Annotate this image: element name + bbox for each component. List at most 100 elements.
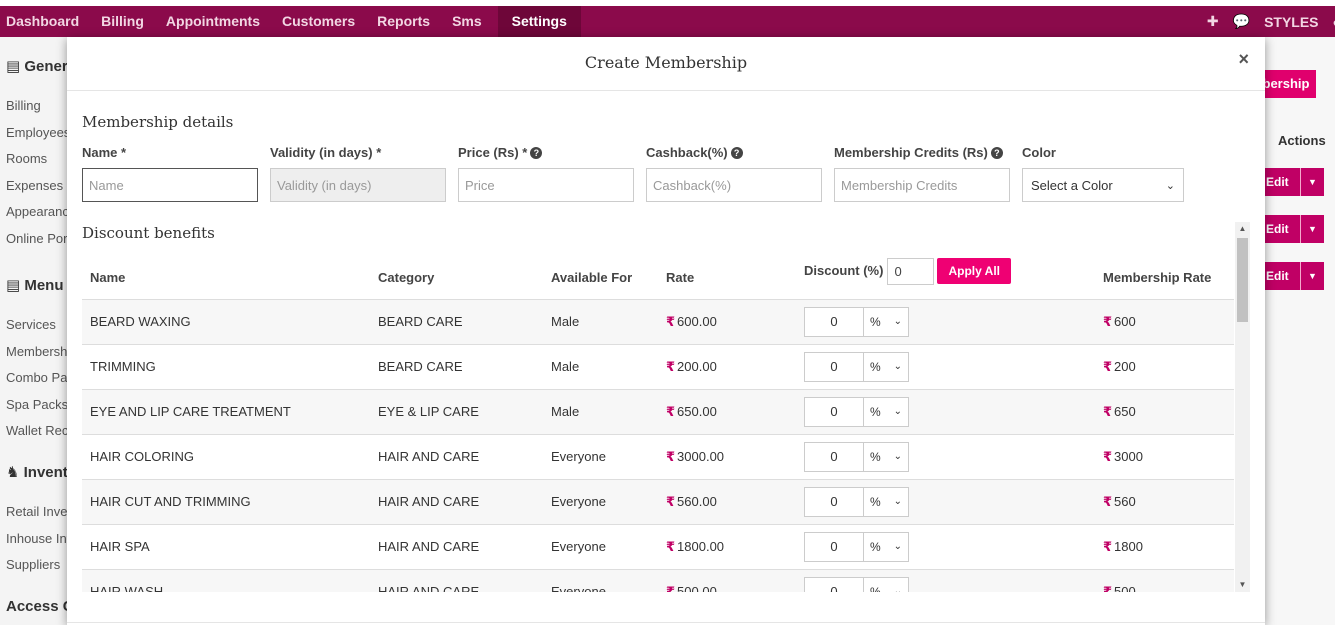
rupee-icon: ₹ <box>666 358 676 374</box>
box-icon: ♞ <box>6 464 24 481</box>
styles-link[interactable]: STYLES <box>1264 13 1319 30</box>
plus-icon[interactable]: ✚ <box>1206 13 1219 29</box>
cashback-input[interactable] <box>646 168 822 202</box>
service-discount: 0% ⌄ <box>796 434 1095 480</box>
edit-button[interactable]: Edit ▼ <box>1258 168 1324 196</box>
modal-header: Create Membership × <box>67 37 1265 91</box>
edit-button[interactable]: Edit ▼ <box>1258 215 1324 243</box>
service-discount: 0% ⌄ <box>796 479 1095 525</box>
table-scrollbar[interactable]: ▲ ▼ <box>1235 222 1250 592</box>
discount-input[interactable]: 0 <box>804 441 864 472</box>
apply-all-button[interactable]: Apply All <box>937 258 1012 284</box>
service-membership-rate: ₹1800 <box>1095 524 1234 570</box>
discount-unit-select[interactable]: % ⌄ <box>864 351 909 382</box>
membership-details-title: Membership details <box>82 113 234 131</box>
color-select-value: Select a Color <box>1031 177 1113 193</box>
service-available-for: Everyone <box>543 434 658 480</box>
user-icon[interactable]: ● <box>1333 14 1335 30</box>
sidebar-link-expenses[interactable]: Expenses <box>6 178 64 193</box>
discount-input[interactable]: 0 <box>804 351 864 382</box>
discount-unit-select[interactable]: % ⌄ <box>864 306 909 337</box>
service-available-for: Male <box>543 299 658 345</box>
discount-table-container: Name Category Available For Rate Discoun… <box>82 222 1250 592</box>
discount-unit-select[interactable]: % ⌄ <box>864 576 909 592</box>
caret-down-icon[interactable]: ▼ <box>1300 215 1324 243</box>
rupee-icon: ₹ <box>1103 358 1113 374</box>
caret-down-icon[interactable]: ▼ <box>1300 262 1324 290</box>
discount-unit-select[interactable]: % ⌄ <box>864 531 909 562</box>
sidebar-link-online-portal[interactable]: Online Portal <box>6 231 82 246</box>
name-input[interactable] <box>82 168 258 202</box>
rupee-icon: ₹ <box>1103 493 1113 509</box>
sidebar-link-spa-packs[interactable]: Spa Packs <box>6 397 69 412</box>
sidebar-link-employees[interactable]: Employees <box>6 125 71 140</box>
nav-sms[interactable]: Sms <box>452 13 482 29</box>
nav-customers[interactable]: Customers <box>282 13 356 29</box>
navbar-right: ✚ 💬 STYLES ● <box>1193 6 1335 37</box>
service-membership-rate: ₹200 <box>1095 344 1234 390</box>
discount-table: Name Category Available For Rate Discoun… <box>82 222 1234 592</box>
scroll-down-icon[interactable]: ▼ <box>1238 580 1247 589</box>
close-icon[interactable]: × <box>1238 49 1249 69</box>
discount-input[interactable]: 0 <box>804 306 864 337</box>
credits-input[interactable] <box>834 168 1010 202</box>
discount-input[interactable]: 0 <box>804 396 864 427</box>
table-row: HAIR COLORING HAIR AND CARE Everyone ₹3000.… <box>82 434 1234 480</box>
nav-appointments[interactable]: Appointments <box>165 13 261 29</box>
caret-down-icon[interactable]: ▼ <box>1300 168 1324 196</box>
scroll-up-icon[interactable]: ▲ <box>1238 224 1247 233</box>
help-icon[interactable]: ? <box>990 147 1003 159</box>
sidebar-link-suppliers[interactable]: Suppliers <box>6 557 61 572</box>
chevron-down-icon: ⌄ <box>893 496 902 507</box>
sidebar-link-appearance[interactable]: Appearance <box>6 204 77 219</box>
nav-dashboard[interactable]: Dashboard <box>6 13 80 29</box>
service-category: BEARD CARE <box>370 299 543 345</box>
table-row: EYE AND LIP CARE TREATMENT EYE & LIP CARE… <box>82 389 1234 435</box>
col-header-available: Available For <box>543 222 658 300</box>
sidebar-link-billing[interactable]: Billing <box>6 98 41 113</box>
validity-input[interactable] <box>270 168 446 202</box>
sidebar-link-services[interactable]: Services <box>6 317 56 332</box>
discount-unit-select[interactable]: % ⌄ <box>864 396 909 427</box>
sidebar-link-rooms[interactable]: Rooms <box>6 151 48 166</box>
service-membership-rate: ₹600 <box>1095 299 1234 345</box>
color-select[interactable]: Select a Color ⌄ <box>1022 168 1184 202</box>
service-name: HAIR COLORING <box>82 434 370 480</box>
nav-reports[interactable]: Reports <box>377 13 431 29</box>
service-rate: ₹200.00 <box>658 344 796 390</box>
price-label: Price (Rs) *? <box>458 145 543 160</box>
service-category: HAIR AND CARE <box>370 434 543 480</box>
service-category: HAIR AND CARE <box>370 524 543 570</box>
service-category: HAIR AND CARE <box>370 569 543 592</box>
nav-billing[interactable]: Billing <box>101 13 144 29</box>
discount-unit-select[interactable]: % ⌄ <box>864 486 909 517</box>
rupee-icon: ₹ <box>1103 448 1113 464</box>
add-membership-button[interactable]: Add Membership <box>1258 70 1316 98</box>
clipboard-icon: ▤ <box>6 58 25 75</box>
edit-button[interactable]: Edit ▼ <box>1258 262 1324 290</box>
price-input[interactable] <box>458 168 634 202</box>
rupee-icon: ₹ <box>666 583 676 593</box>
service-name: TRIMMING <box>82 344 370 390</box>
scrollbar-thumb[interactable] <box>1237 238 1248 322</box>
chevron-down-icon: ⌄ <box>893 406 902 417</box>
chat-icon[interactable]: 💬 <box>1232 13 1251 29</box>
discount-unit-select[interactable]: % ⌄ <box>864 441 909 472</box>
discount-input[interactable]: 0 <box>804 576 864 592</box>
modal-title: Create Membership <box>584 53 748 72</box>
top-navbar: Dashboard Billing Appointments Customers… <box>0 6 1335 37</box>
service-rate: ₹1800.00 <box>658 524 796 570</box>
nav-settings[interactable]: Settings <box>497 6 581 37</box>
discount-input[interactable]: 0 <box>804 486 864 517</box>
service-category: HAIR AND CARE <box>370 479 543 525</box>
discount-input[interactable]: 0 <box>804 531 864 562</box>
service-name: EYE AND LIP CARE TREATMENT <box>82 389 370 435</box>
chevron-down-icon: ⌄ <box>893 541 902 552</box>
help-icon[interactable]: ? <box>730 147 743 159</box>
apply-all-discount-input[interactable]: 0 <box>887 257 935 285</box>
chevron-down-icon: ⌄ <box>1165 179 1175 192</box>
help-icon[interactable]: ? <box>530 147 543 159</box>
sidebar-link-membership[interactable]: Membership <box>6 344 78 359</box>
service-membership-rate: ₹500 <box>1095 569 1234 592</box>
validity-label: Validity (in days) * <box>270 145 382 160</box>
